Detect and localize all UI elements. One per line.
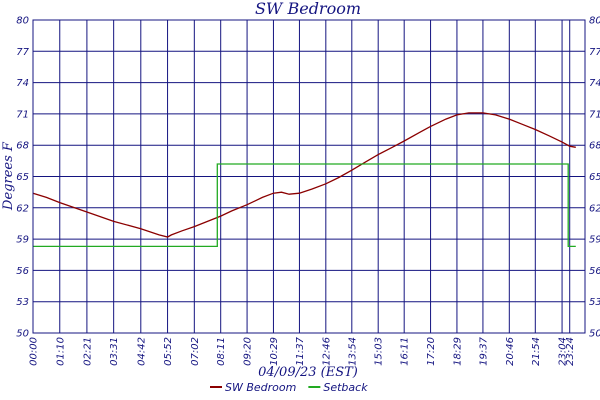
y-tick-label-right: 71 bbox=[589, 109, 600, 120]
x-tick-label: 00:00 bbox=[29, 337, 40, 366]
legend-label: SW Bedroom bbox=[225, 381, 296, 394]
y-tick-label-right: 53 bbox=[589, 297, 600, 308]
legend-label: Setback bbox=[323, 381, 368, 394]
y-tick-label-right: 59 bbox=[589, 235, 600, 246]
y-tick-label: 68 bbox=[16, 141, 29, 152]
x-tick-label: 19:37 bbox=[478, 336, 489, 365]
y-tick-label: 50 bbox=[16, 329, 29, 340]
y-tick-label-right: 68 bbox=[589, 141, 600, 152]
x-tick-label: 05:52 bbox=[163, 337, 174, 366]
x-tick-label: 02:21 bbox=[82, 337, 93, 366]
x-tick-label: 15:03 bbox=[374, 337, 385, 366]
series-layer bbox=[32, 112, 576, 248]
y-tick-label: 62 bbox=[16, 203, 29, 214]
y-tick-label: 59 bbox=[16, 235, 29, 246]
y-tick-labels-right: 50 53 56 59 62 65 68 71 74 77 80 bbox=[589, 16, 600, 340]
x-tick-labels: 00:00 01:10 02:21 03:31 04:42 05:52 07:02 08:11… bbox=[29, 336, 577, 365]
x-tick-label: 10:29 bbox=[269, 337, 280, 366]
plot-frame bbox=[32, 19, 586, 334]
x-tick-label: 08:11 bbox=[216, 337, 227, 366]
y-tick-label-right: 74 bbox=[589, 78, 600, 89]
x-tick-label: 20:46 bbox=[505, 337, 516, 366]
x-tick-label: 16:11 bbox=[400, 337, 411, 366]
x-tick-label: 01:10 bbox=[55, 337, 66, 366]
y-tick-label: 80 bbox=[16, 16, 29, 27]
y-tick-label-right: 62 bbox=[589, 203, 600, 214]
y-tick-label: 65 bbox=[16, 172, 29, 183]
x-tick-label: 13:54 bbox=[347, 337, 358, 366]
x-tick-label: 18:29 bbox=[452, 337, 463, 366]
y-tick-label-right: 77 bbox=[589, 47, 600, 58]
y-tick-label: 77 bbox=[16, 47, 29, 58]
x-tick-label: 07:02 bbox=[190, 337, 201, 366]
x-axis-label: 04/09/23 (EST) bbox=[258, 365, 358, 380]
series-line bbox=[33, 163, 576, 248]
x-tick-label: 23:04 bbox=[558, 337, 569, 366]
y-tick-label-right: 56 bbox=[589, 266, 600, 277]
x-tick-label: 09:20 bbox=[243, 337, 254, 366]
y-tick-labels-left: 50 53 56 59 62 65 68 71 74 77 80 bbox=[16, 16, 29, 340]
x-tick-label: 23:24 bbox=[565, 337, 576, 366]
y-tick-label-right: 50 bbox=[589, 329, 600, 340]
x-tick-label: 12:46 bbox=[321, 337, 332, 366]
y-tick-label: 56 bbox=[16, 266, 29, 277]
y-tick-label: 53 bbox=[16, 297, 29, 308]
y-axis-label: Degrees F bbox=[1, 141, 16, 211]
y-tick-label: 74 bbox=[16, 78, 29, 89]
x-tick-label: 03:31 bbox=[109, 337, 120, 366]
y-tick-label: 71 bbox=[16, 109, 29, 120]
x-tick-label: 11:37 bbox=[295, 336, 306, 365]
chart-title: SW Bedroom bbox=[255, 0, 361, 18]
series-line bbox=[32, 112, 576, 238]
x-tick-label: 04:42 bbox=[136, 337, 147, 366]
legend: SW Bedroom Setback bbox=[210, 381, 368, 394]
y-tick-label-right: 80 bbox=[589, 16, 600, 27]
x-tick-label: 17:20 bbox=[426, 337, 437, 366]
y-tick-label-right: 65 bbox=[589, 172, 600, 183]
x-tick-label: 21:54 bbox=[531, 337, 542, 366]
